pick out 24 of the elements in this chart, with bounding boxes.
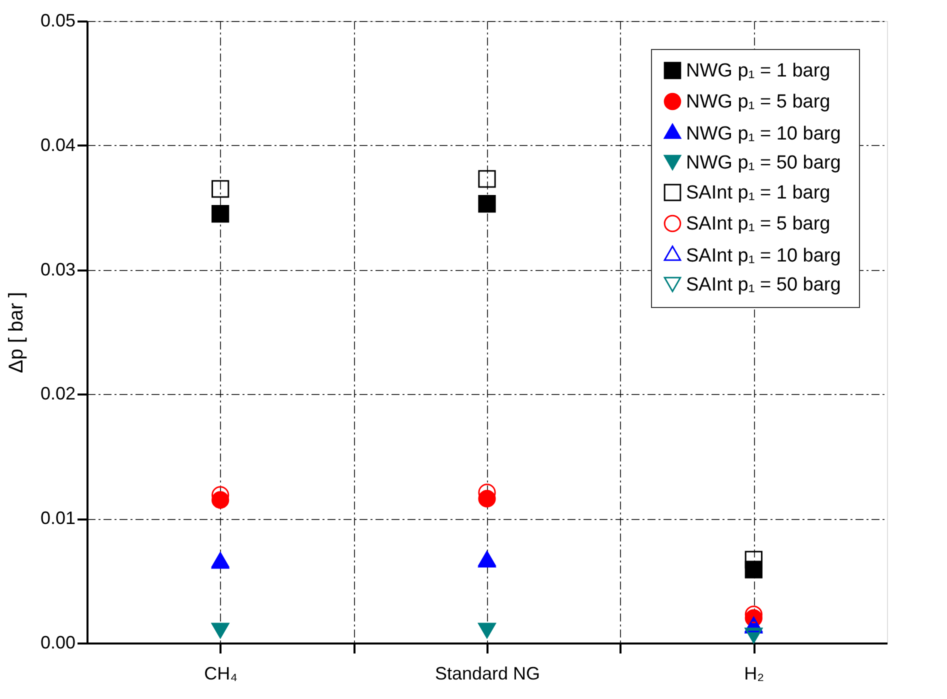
legend-label: NWG p₁ = 5 barg <box>686 92 830 112</box>
legend-label: SAInt p₁ = 50 barg <box>686 274 841 296</box>
y-tick-label: 0.04 <box>40 134 76 155</box>
legend-label: NWG p₁ = 10 barg <box>686 124 841 144</box>
legend-label: SAInt p₁ = 10 barg <box>686 246 841 266</box>
x-tick-label: CH₄ <box>204 664 238 684</box>
y-tick-label: 0.00 <box>40 632 76 652</box>
y-tick-label: 0.02 <box>40 384 76 404</box>
y-tick-label: 0.01 <box>40 508 76 528</box>
y-tick-label: 0.05 <box>40 10 76 30</box>
point <box>478 195 496 213</box>
point <box>744 550 762 568</box>
point <box>212 180 230 198</box>
y-axis-title: Δp [ bar ] <box>5 292 28 374</box>
x-tick-label: Standard NG <box>434 664 540 684</box>
point <box>212 205 230 223</box>
legend-label: SAInt p₁ = 5 barg <box>686 214 830 234</box>
point <box>744 606 762 624</box>
legend-label: NWG p₁ = 1 barg <box>686 60 830 82</box>
legend-label: SAInt p₁ = 1 barg <box>686 182 830 204</box>
point <box>478 170 496 188</box>
x-tick-label: H₂ <box>744 664 764 684</box>
legend-label: NWG p₁ = 50 barg <box>686 152 841 174</box>
y-tick-label: 0.03 <box>40 259 76 280</box>
